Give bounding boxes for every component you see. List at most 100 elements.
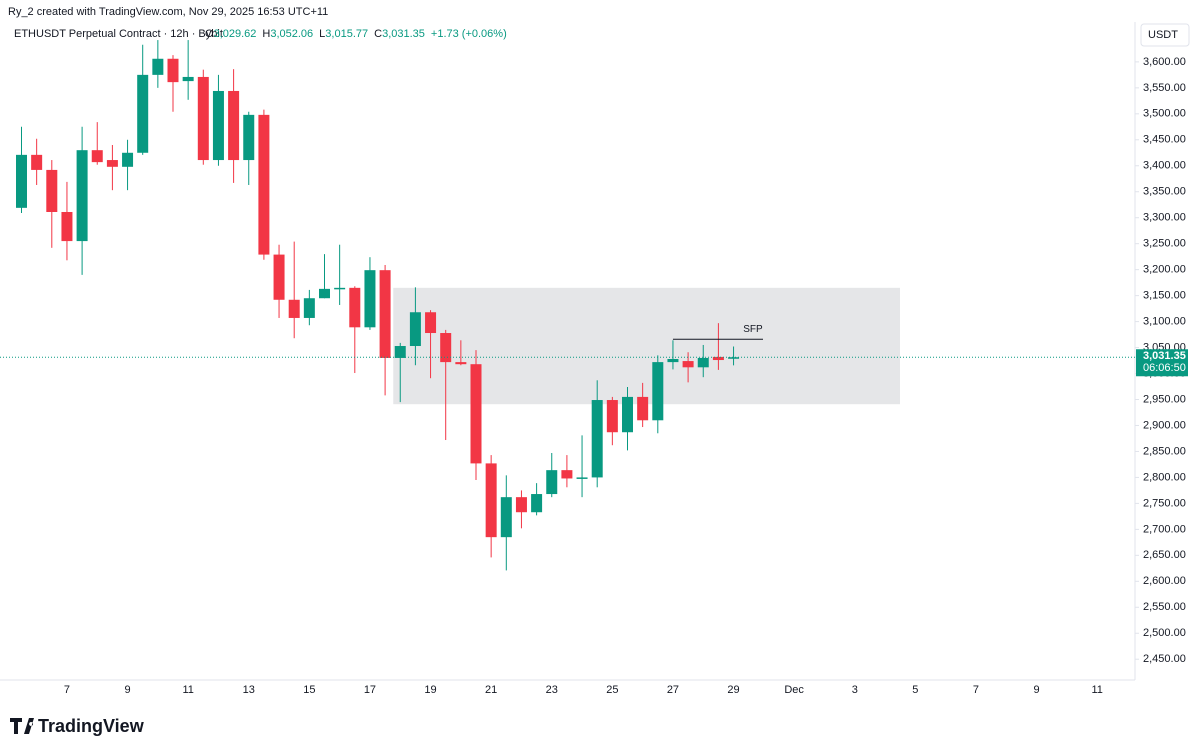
legend-value: 3,031.35 xyxy=(382,28,425,40)
candle-body xyxy=(379,270,391,358)
candle-body xyxy=(228,90,240,161)
candle-body xyxy=(394,346,406,358)
logo: TradingView xyxy=(10,716,145,736)
currency[interactable]: USDT xyxy=(1148,29,1178,41)
legend-key: L xyxy=(319,28,325,40)
x-tick-label: 13 xyxy=(243,684,255,696)
y-tick-label: 2,450.00 xyxy=(1143,653,1186,665)
x-tick-label: 11 xyxy=(1091,684,1102,696)
candle-body xyxy=(303,298,315,318)
candle-body xyxy=(697,357,709,368)
y-tick-label: 3,600.00 xyxy=(1143,56,1186,68)
y-tick-label: 3,500.00 xyxy=(1143,108,1186,120)
candle-body xyxy=(61,211,73,242)
logo-mark xyxy=(10,718,34,734)
candle-body xyxy=(470,364,482,464)
y-tick-label: 2,900.00 xyxy=(1143,419,1186,431)
candle-body xyxy=(500,497,512,538)
y-tick-label: 3,100.00 xyxy=(1143,316,1186,328)
candle-body xyxy=(197,76,209,161)
y-tick-label: 2,950.00 xyxy=(1143,393,1186,405)
x-tick-label: 11 xyxy=(182,684,193,696)
x-tick-label: 21 xyxy=(485,684,497,696)
y-tick-label: 3,550.00 xyxy=(1143,82,1186,94)
candle-body xyxy=(31,154,43,170)
x-tick-label: 19 xyxy=(424,684,436,696)
candle-body xyxy=(76,150,88,242)
y-tick-label: 2,550.00 xyxy=(1143,601,1186,613)
candle-body xyxy=(682,361,694,368)
x-tick-label: 9 xyxy=(1033,684,1039,696)
candle-body xyxy=(319,288,330,299)
candle-body xyxy=(606,400,618,433)
candle-body xyxy=(137,74,149,153)
x-tick-label: 15 xyxy=(303,684,315,696)
candle-body xyxy=(531,494,543,513)
y-tick-label: 2,500.00 xyxy=(1143,627,1186,639)
candle-body xyxy=(152,58,164,75)
y-tick-label: 3,450.00 xyxy=(1143,134,1186,146)
candle-body xyxy=(258,114,270,255)
legend-value: 3,029.62 xyxy=(214,28,257,40)
candle-body xyxy=(167,58,179,83)
candle-body xyxy=(728,357,740,359)
x-tick-label: 27 xyxy=(667,684,679,696)
y-tick-label: 2,750.00 xyxy=(1143,497,1186,509)
candle-body xyxy=(122,152,134,167)
candle-body xyxy=(182,76,194,82)
x-tick-label: 5 xyxy=(912,684,918,696)
chart-title: ETHUSDT Perpetual Contract · 12h · Bybit xyxy=(14,28,223,40)
y-tick-label: 3,250.00 xyxy=(1143,238,1186,250)
x-tick-label: 9 xyxy=(124,684,130,696)
legend-key: H xyxy=(262,28,270,40)
y-tick-label: 3,400.00 xyxy=(1143,160,1186,172)
legend-key: O xyxy=(205,28,214,40)
candle-body xyxy=(273,254,285,300)
x-tick-label: 7 xyxy=(973,684,979,696)
candle-body xyxy=(243,114,255,161)
y-tick-label: 3,350.00 xyxy=(1143,186,1186,198)
candle-body xyxy=(334,287,346,290)
x-tick-label: Dec xyxy=(784,684,804,696)
candle-body xyxy=(212,90,224,161)
candle-body xyxy=(712,356,724,361)
currency-box[interactable] xyxy=(1140,23,1190,47)
candle-body xyxy=(288,299,300,318)
x-tick-label: 29 xyxy=(727,684,739,696)
candle-body xyxy=(652,362,664,421)
legend-value: 3,052.06 xyxy=(270,28,313,40)
legend-key: C xyxy=(374,28,382,40)
y-tick-label: 2,700.00 xyxy=(1143,523,1186,535)
candle-body xyxy=(667,358,679,363)
ohlc-legend: O3,029.62 H3,052.06 L3,015.77 C3,031.35 +1.7… xyxy=(205,28,507,40)
candle-body xyxy=(16,154,27,208)
y-tick-label: 2,600.00 xyxy=(1143,575,1186,587)
x-tick-label: 17 xyxy=(364,684,376,696)
y-tick-label: 2,850.00 xyxy=(1143,445,1186,457)
candle-body xyxy=(349,287,361,328)
candle-body xyxy=(91,150,103,163)
candle-body xyxy=(561,470,573,479)
countdown: 06:06:50 xyxy=(1143,362,1186,374)
credit: Ry_2 created with TradingView.com, Nov 2… xyxy=(8,6,328,18)
legend-change: +1.73 (+0.06%) xyxy=(431,28,507,40)
x-tick-label: 3 xyxy=(852,684,858,696)
price-label-box xyxy=(1136,349,1188,377)
zone xyxy=(393,287,900,405)
legend-value: 3,015.77 xyxy=(325,28,368,40)
candle-body xyxy=(485,463,497,538)
y-tick-label: 3,300.00 xyxy=(1143,212,1186,224)
x-tick-label: 25 xyxy=(606,684,618,696)
candle-body xyxy=(440,333,452,363)
y-tick-label: 2,650.00 xyxy=(1143,549,1186,561)
y-tick-label: 3,150.00 xyxy=(1143,290,1186,302)
candle-body xyxy=(455,362,467,365)
candle-body xyxy=(46,169,58,212)
candle-body xyxy=(409,312,421,347)
candle-body xyxy=(622,396,633,433)
candle-body xyxy=(106,160,118,167)
sfp-label: SFP xyxy=(743,324,763,335)
candle-body xyxy=(637,396,649,421)
candle-body xyxy=(425,312,437,334)
